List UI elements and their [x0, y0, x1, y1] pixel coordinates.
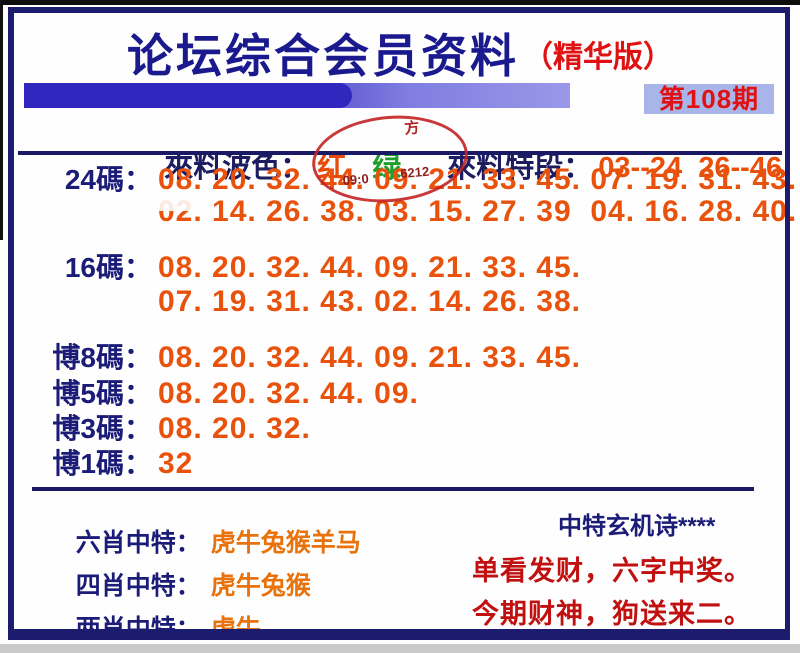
- code-row-bo1: 博1碼： 32: [40, 448, 193, 480]
- bottom-edge: [0, 644, 800, 653]
- segment-label: 來料特段：: [447, 152, 593, 184]
- faded-number: 02.: [158, 195, 203, 228]
- top-edge: [0, 0, 800, 5]
- code-row-label: 博1碼：: [52, 448, 152, 479]
- poem-line-1: 单看发财，六字中奖。: [472, 556, 752, 586]
- code-row-numbers: 08. 20. 32. 44. 09. 21. 33. 45. 07. 19. …: [158, 252, 581, 318]
- zodiac-label: 六肖中特：: [75, 529, 201, 557]
- code-row-bo3: 博3碼： 08. 20. 32.: [40, 413, 311, 445]
- zodiac-value: 虎牛: [210, 615, 261, 643]
- zodiac-row-two: 两肖中特： 虎牛: [58, 591, 261, 653]
- stamp-time-text: 09:0: [342, 170, 370, 189]
- code-line: 32: [158, 447, 194, 480]
- code-row-label: 博5碼：: [52, 378, 152, 409]
- code-row-label: 24碼：: [64, 164, 152, 195]
- issue-badge: 第108期: [644, 84, 774, 114]
- code-line: 08. 20. 32. 44. 09. 21. 33. 45. 07. 19. …: [158, 163, 798, 196]
- zodiac-value: 虎牛兔猴羊马: [210, 529, 361, 557]
- code-line: 08. 20. 32.: [158, 412, 311, 445]
- left-edge: [0, 0, 3, 240]
- decorative-gradient-bar: [24, 83, 570, 108]
- wave-green-value: 绿: [372, 152, 402, 184]
- code-line-rest: 14. 26. 38. 03. 15. 27. 39 04. 16. 28. 4…: [202, 195, 798, 228]
- divider-bottom: [32, 487, 754, 491]
- code-row-24: 24碼： 08. 20. 32. 44. 09. 21. 33. 45. 07.…: [40, 164, 797, 228]
- code-row-bo5: 博5碼： 08. 20. 32. 44. 09.: [40, 378, 419, 410]
- zodiac-row-four: 四肖中特： 虎牛兔猴: [58, 548, 311, 620]
- code-row-numbers: 08. 20. 32. 44. 09. 21. 33. 45. 07. 19. …: [158, 164, 797, 228]
- info-row: 來料波色：红绿 來料特段： 03--24 26--46: [132, 111, 782, 219]
- zodiac-label: 四肖中特：: [75, 572, 201, 600]
- title-suffix: （精华版）: [523, 41, 673, 74]
- code-row-label: 博3碼：: [52, 413, 152, 444]
- code-row-16: 16碼： 08. 20. 32. 44. 09. 21. 33. 45. 07.…: [40, 252, 581, 318]
- gradient-bar-cap: [24, 83, 352, 108]
- code-row-bo8: 博8碼： 08. 20. 32. 44. 09. 21. 33. 45.: [40, 342, 581, 374]
- code-line: 08. 20. 32. 44. 09. 21. 33. 45.: [158, 251, 581, 284]
- segment-value: 03--24 26--46: [598, 152, 783, 184]
- wave-color-label: 來料波色：: [164, 152, 310, 184]
- stamp-char: 方: [403, 119, 421, 138]
- code-line: 02. 14. 26. 38. 03. 15. 27. 39 04. 16. 2…: [158, 196, 797, 228]
- poem-line-2: 今期财神，狗送来二。: [472, 599, 752, 629]
- code-row-label: 博8碼：: [52, 342, 152, 373]
- code-line: 08. 20. 32. 44. 09. 21. 33. 45.: [158, 341, 581, 374]
- wave-red-value: 红: [317, 152, 347, 184]
- title-main: 论坛综合会员资料: [127, 30, 519, 82]
- stamp-code-text: 6212: [399, 163, 430, 182]
- zodiac-row-six: 六肖中特： 虎牛兔猴羊马: [58, 505, 361, 577]
- code-row-label: 16碼：: [64, 252, 152, 283]
- zodiac-label: 两肖中特：: [75, 615, 201, 643]
- code-line: 08. 20. 32. 44. 09.: [158, 377, 419, 410]
- divider-top: [18, 151, 782, 155]
- page-title: 论坛综合会员资料 （精华版）: [0, 20, 800, 86]
- code-line: 07. 19. 31. 43. 02. 14. 26. 38.: [158, 285, 581, 318]
- poem-title: 中特玄机诗****: [558, 513, 716, 540]
- zodiac-value: 虎牛兔猴: [210, 572, 311, 600]
